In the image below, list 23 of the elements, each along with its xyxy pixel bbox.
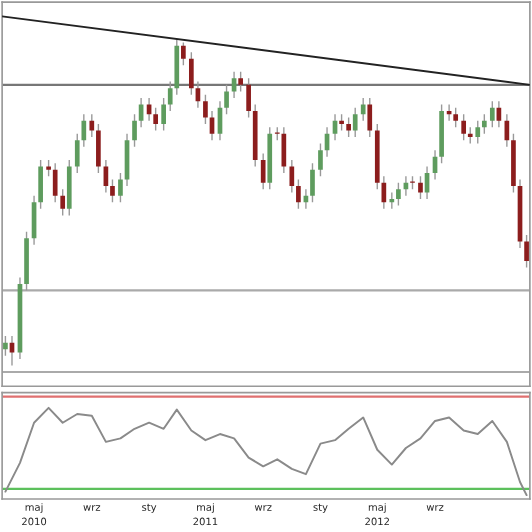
candlestick: [352, 107, 358, 138]
candlestick: [260, 152, 266, 190]
candlestick: [52, 162, 58, 204]
candlestick: [181, 41, 186, 66]
candlestick: [489, 100, 495, 128]
candlestick: [367, 97, 373, 138]
candlestick: [246, 77, 251, 119]
candlestick: [346, 116, 351, 138]
candlestick: [396, 182, 401, 207]
candlestick: [475, 120, 481, 145]
candlestick: [481, 113, 487, 135]
candlestick: [310, 162, 315, 204]
candlestick: [238, 71, 243, 93]
candlestick: [461, 113, 467, 142]
candlestick: [281, 126, 287, 174]
candlestick: [161, 97, 166, 132]
candlestick: [418, 175, 423, 200]
candlestick: [453, 107, 459, 128]
candlestick: [389, 191, 395, 210]
candlestick: [360, 97, 366, 122]
candlestick: [60, 188, 66, 217]
candlestick: [66, 159, 72, 217]
candlestick: [289, 159, 295, 194]
